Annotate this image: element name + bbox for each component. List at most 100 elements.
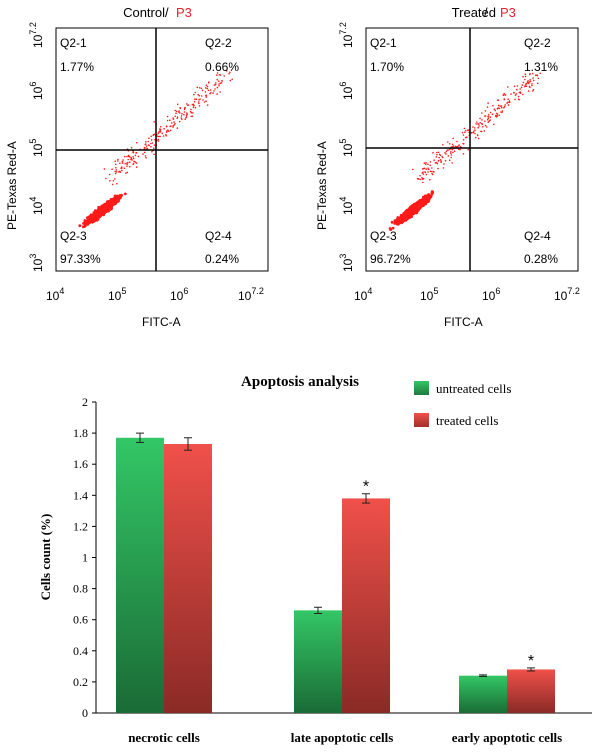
cell-event-dot: [410, 206, 413, 210]
cell-event-dot: [176, 127, 179, 129]
cell-event-dot: [145, 141, 147, 143]
cell-event-dot: [184, 118, 186, 121]
cell-event-dot: [452, 137, 455, 140]
cell-event-dot: [127, 158, 129, 161]
cell-event-dot: [114, 170, 116, 173]
cell-event-dot: [487, 117, 490, 120]
cell-event-dot: [427, 163, 429, 165]
cell-event-dot: [483, 130, 486, 132]
cell-event-dot: [109, 208, 112, 211]
cell-event-dot: [194, 98, 196, 100]
cell-event-dot: [132, 156, 134, 158]
cell-event-dot: [495, 114, 497, 117]
cell-event-dot: [472, 126, 474, 128]
y-tick-labels: 103 104 105 106 107.2: [338, 22, 355, 272]
cell-event-dot: [166, 115, 169, 118]
cell-event-dot: [122, 159, 124, 161]
cell-event-dot: [464, 136, 467, 139]
cell-event-dot: [190, 108, 192, 111]
cell-event-dot: [536, 82, 539, 85]
y-tick-label: 104: [28, 197, 45, 215]
cell-event-dot: [121, 162, 124, 164]
y-tick-label: 2: [82, 395, 88, 409]
cell-event-dot: [527, 90, 530, 92]
cell-event-dot: [492, 105, 494, 107]
y-ticks: 0 0.2 0.4 0.6 0.8 1 1.2 1.4 1.6 1.8 2: [73, 395, 96, 720]
cell-event-dot: [518, 91, 521, 94]
legend-swatch-treated: [414, 413, 429, 427]
cell-event-dot: [429, 161, 432, 163]
cell-event-dot: [478, 123, 480, 125]
cell-event-dot: [435, 161, 438, 164]
cell-event-dot: [194, 91, 197, 94]
cell-event-dot: [108, 173, 111, 176]
cell-event-dot: [422, 173, 425, 175]
cell-event-dot: [456, 140, 458, 143]
y-axis-label: PE-Texas Red-A: [5, 141, 19, 230]
cell-event-dot: [105, 177, 107, 180]
cell-event-dot: [419, 178, 422, 181]
cell-event-dot: [440, 161, 443, 164]
cell-event-dot: [190, 111, 193, 114]
cell-event-dot: [437, 160, 440, 162]
cell-event-dot: [172, 124, 174, 127]
cell-event-dot: [116, 199, 120, 203]
cell-event-dot: [186, 113, 188, 116]
cell-event-dot: [176, 103, 179, 106]
cell-event-dot: [480, 130, 482, 133]
cell-event-dot: [450, 154, 453, 156]
cell-event-dot: [135, 141, 138, 144]
cell-event-dot: [115, 167, 117, 169]
cell-event-dot: [150, 139, 153, 141]
cell-event-dot: [481, 119, 483, 121]
cell-event-dot: [516, 88, 518, 91]
cell-event-dot: [524, 75, 527, 78]
cell-event-dot: [506, 102, 508, 104]
cell-event-dot: [190, 115, 193, 118]
cell-event-dot: [163, 127, 165, 130]
cell-event-dot: [205, 84, 208, 86]
cell-event-dot: [494, 109, 497, 112]
x-tick-label: 105: [420, 286, 438, 303]
cell-event-dot: [445, 150, 448, 153]
cell-event-dot: [464, 129, 467, 132]
cell-event-dot: [216, 86, 219, 89]
cell-event-dot: [206, 104, 209, 106]
cell-event-dot: [529, 79, 531, 81]
quadrant-value: 96.72%: [370, 252, 411, 266]
cell-event-dot: [111, 203, 114, 207]
cell-event-dot: [421, 177, 423, 179]
cell-event-dot: [425, 162, 427, 164]
significance-marker: *: [528, 653, 534, 670]
cell-event-dot: [529, 73, 531, 75]
cell-event-dot: [204, 91, 207, 93]
cell-event-dot: [166, 119, 169, 122]
cell-event-dot: [144, 155, 147, 157]
quadrant-value: 1.70%: [370, 60, 404, 74]
cell-event-dot: [168, 130, 170, 132]
cell-event-dot: [181, 113, 183, 115]
cell-event-dot: [390, 220, 394, 224]
cell-event-dot: [495, 116, 498, 118]
cell-event-dot: [148, 144, 150, 147]
significance-marker: *: [363, 479, 369, 496]
cell-event-dot: [205, 100, 207, 102]
cell-event-dot: [218, 83, 220, 85]
flow-panel-treated: Treated / P3 Q2-1 1.70% Q2-2 1.31% Q2-3 …: [315, 5, 580, 329]
cell-event-dot: [514, 98, 516, 101]
cell-event-dot: [534, 74, 537, 77]
cell-event-dot: [439, 154, 442, 157]
cell-event-dot: [148, 137, 150, 139]
cell-event-dot: [431, 170, 433, 173]
x-tick-label: 107.2: [554, 286, 580, 303]
cell-event-dot: [159, 125, 162, 128]
cell-event-dot: [474, 129, 476, 131]
x-tick-label: 104: [46, 286, 64, 303]
cell-event-dot: [175, 112, 177, 114]
cell-event-dot: [124, 155, 126, 158]
cell-event-dot: [417, 178, 420, 180]
cell-event-dot: [514, 94, 517, 96]
bar-treated: [507, 669, 555, 713]
quadrant-value: 0.24%: [205, 252, 239, 266]
cell-event-dot: [153, 121, 155, 123]
